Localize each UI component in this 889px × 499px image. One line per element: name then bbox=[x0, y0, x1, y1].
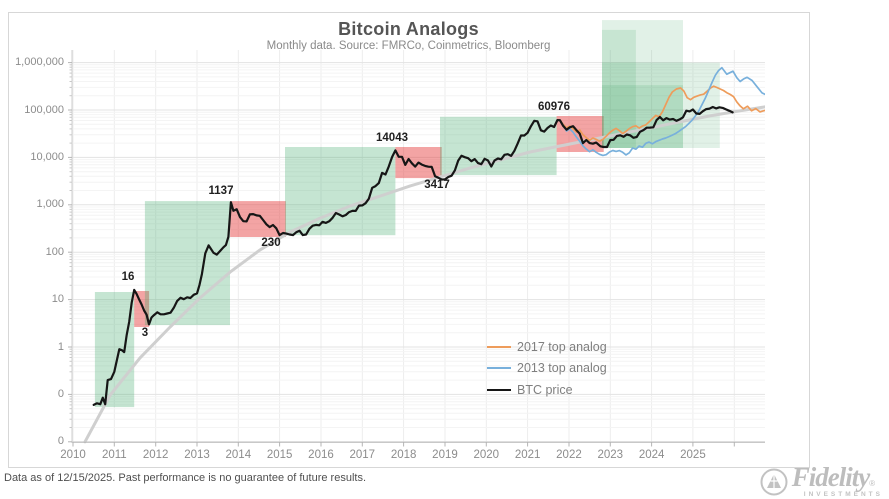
y-axis-label: 100 bbox=[45, 245, 64, 258]
y-axis-label: 10 bbox=[51, 293, 64, 306]
chart-legend: 2017 top analog 2013 top analog BTC pric… bbox=[487, 336, 607, 401]
x-axis-label: 2022 bbox=[556, 449, 582, 461]
series-trend bbox=[83, 105, 765, 444]
x-axis-label: 2021 bbox=[514, 449, 541, 461]
legend-swatch-btc-price bbox=[487, 388, 511, 391]
series-btc-price bbox=[92, 105, 734, 406]
legend-item-btc-price: BTC price bbox=[487, 379, 607, 401]
x-axis-label: 2017 bbox=[349, 449, 376, 461]
legend-item-2017-analog: 2017 top analog bbox=[487, 336, 607, 358]
legend-label: 2017 top analog bbox=[517, 339, 607, 354]
price-annotation: 230 bbox=[261, 237, 281, 249]
y-axis-label: 10,000 bbox=[30, 150, 64, 163]
x-axis-label: 2025 bbox=[680, 449, 706, 461]
x-axis-label: 2014 bbox=[225, 449, 252, 461]
x-axis-label: 2016 bbox=[308, 449, 334, 461]
analog-band-layer bbox=[94, 20, 720, 408]
legend-label: BTC price bbox=[517, 382, 573, 397]
x-axis-label: 2020 bbox=[473, 449, 500, 461]
y-axis-label: 0 bbox=[57, 435, 64, 448]
y-axis-label: 1,000 bbox=[36, 198, 64, 211]
analog-band bbox=[134, 291, 150, 327]
fidelity-wordmark: Fidelity® bbox=[792, 464, 875, 491]
price-annotation: 3417 bbox=[424, 179, 450, 191]
price-annotation: 1137 bbox=[208, 185, 234, 197]
price-annotation: 16 bbox=[121, 271, 135, 283]
fidelity-pyramid-icon bbox=[760, 468, 788, 496]
legend-swatch-2013-analog bbox=[487, 367, 511, 370]
series-layer bbox=[83, 66, 765, 444]
analog-band bbox=[144, 201, 230, 326]
x-axis-label: 2024 bbox=[638, 449, 665, 461]
price-annotation: 60976 bbox=[538, 101, 570, 113]
y-axis-label: 100,000 bbox=[24, 103, 64, 116]
x-axis-label: 2010 bbox=[60, 449, 86, 461]
registered-mark: ® bbox=[869, 479, 876, 488]
x-axis-label: 2012 bbox=[142, 449, 169, 461]
legend-label: 2013 top analog bbox=[517, 361, 607, 376]
x-axis-label: 2013 bbox=[184, 449, 210, 461]
fidelity-logo: Fidelity® INVESTMENTS bbox=[760, 464, 883, 498]
price-annotation: 3 bbox=[141, 327, 149, 339]
fidelity-investments-text: INVESTMENTS bbox=[803, 491, 883, 498]
chart-subtitle: Monthly data. Source: FMRCo, Coinmetrics… bbox=[266, 40, 551, 52]
x-axis-label: 2018 bbox=[390, 449, 417, 461]
price-annotation: 14043 bbox=[376, 132, 408, 144]
y-axis-label: 1,000,000 bbox=[15, 56, 64, 69]
axis-layer bbox=[68, 50, 765, 447]
y-axis-label: 0 bbox=[57, 387, 64, 400]
x-axis-label: 2023 bbox=[597, 449, 624, 461]
analog-band bbox=[285, 147, 396, 236]
legend-item-2013-analog: 2013 top analog bbox=[487, 358, 607, 380]
x-axis-label: 2019 bbox=[432, 449, 458, 461]
x-axis-label: 2015 bbox=[266, 449, 293, 461]
analog-band bbox=[440, 116, 557, 176]
x-axis-label: 2011 bbox=[101, 449, 127, 461]
legend-swatch-2017-analog bbox=[487, 345, 511, 348]
series-2013-top-analog bbox=[559, 66, 765, 157]
grid-layer bbox=[72, 50, 765, 443]
disclaimer-text: Data as of 12/15/2025. Past performance … bbox=[4, 472, 366, 484]
chart-title: Bitcoin Analogs bbox=[338, 19, 479, 39]
y-axis-label: 1 bbox=[57, 340, 64, 353]
chart-frame bbox=[8, 12, 810, 468]
fidelity-brand-text: Fidelity bbox=[791, 462, 870, 492]
